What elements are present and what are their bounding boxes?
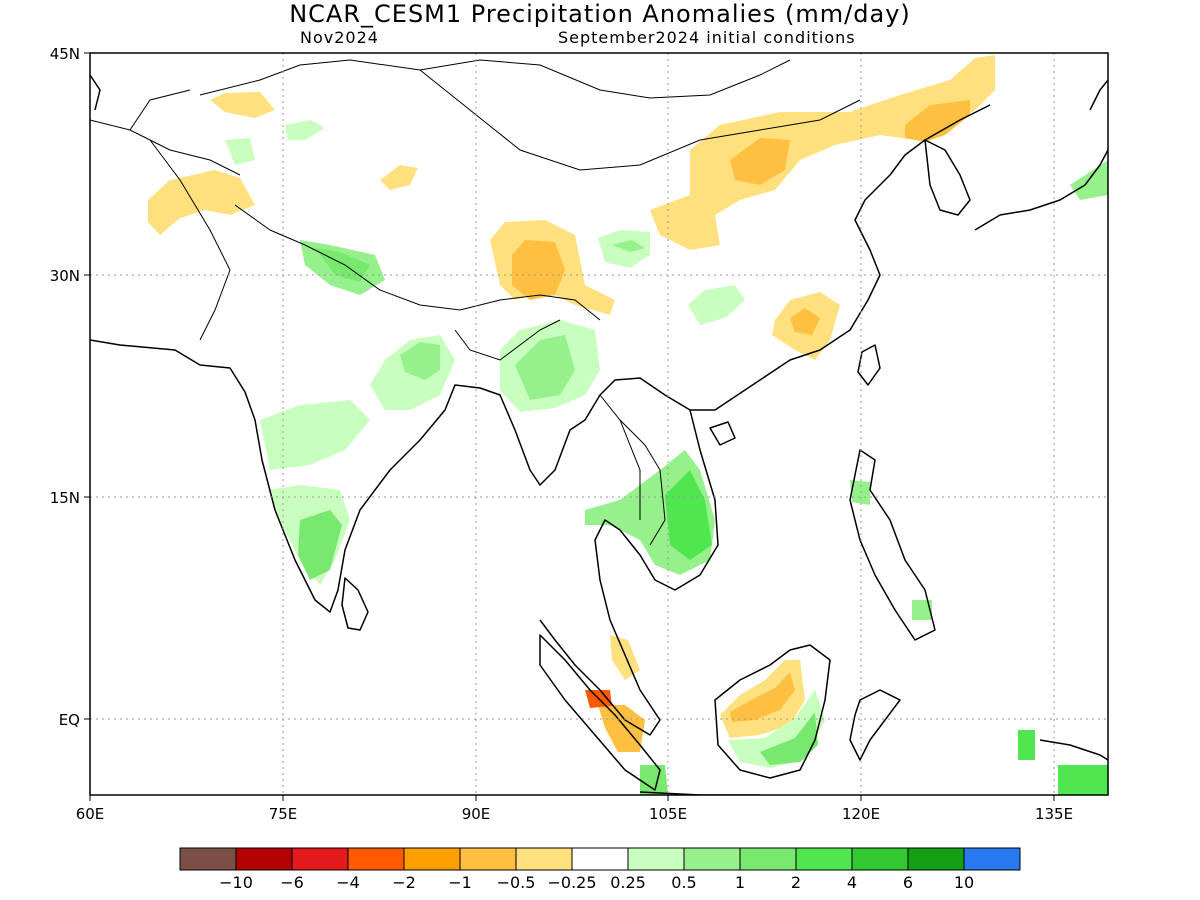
dry-anomaly-borneo-core (730, 672, 795, 722)
colorbar-label: 0.5 (671, 873, 696, 892)
wet-anomaly-myanmar-core (515, 335, 575, 400)
wet-anomaly-moluccas (1018, 730, 1035, 760)
lon-label-105e: 105E (649, 805, 687, 823)
india-myanmar-border (454, 319, 561, 361)
colorbar-swatch (907, 847, 965, 871)
wet-anomaly-newguinea (1058, 765, 1108, 795)
colorbar-swatch (683, 847, 741, 871)
colorbar-label: 0.25 (610, 873, 646, 892)
lat-label-45n: 45N (50, 45, 80, 63)
colorbar-label: −0.25 (547, 873, 596, 892)
colorbar-swatch (347, 847, 405, 871)
colorbar-swatch (515, 847, 573, 871)
pakistan-border (149, 139, 231, 341)
lon-label-120e: 120E (842, 805, 880, 823)
lon-label-135e: 135E (1035, 805, 1073, 823)
coastlines (90, 74, 1108, 795)
centralasia-borders (90, 89, 241, 176)
colorbar-label: 6 (903, 873, 913, 892)
colorbar-label: 1 (735, 873, 745, 892)
himalaya-border (234, 204, 601, 321)
wet-anomaly-philippines-east (912, 600, 932, 620)
colorbar: −10 −6 −4 −2 −1 −0.5 −0.25 0.25 0.5 1 2 4 6 10 (179, 847, 1021, 892)
china-mongolia-border (419, 69, 861, 171)
dry-anomaly-malaya (610, 635, 640, 680)
colorbar-swatch (459, 847, 517, 871)
caspian-coastline (90, 74, 101, 111)
wet-anomaly-java (640, 765, 668, 795)
china-north-border (199, 59, 791, 99)
srilanka-coastline (341, 577, 369, 631)
wet-anomaly-south-china-light (688, 285, 745, 325)
colorbar-swatch (851, 847, 909, 871)
tick-marks (84, 52, 1055, 801)
map-frame (89, 52, 1109, 796)
wet-anomaly-kazakh (285, 120, 325, 140)
wet-anomaly-indochina-core (665, 470, 712, 560)
lat-label-eq: EQ (59, 711, 80, 729)
colorbar-label: −6 (280, 873, 304, 892)
dry-anomaly-mongolia-west (380, 165, 418, 190)
wet-anomaly-borneo-south-core (760, 712, 818, 765)
colorbar-swatch (571, 847, 629, 871)
dry-anomaly-southchina-core (790, 308, 820, 335)
hainan-coastline (709, 421, 736, 446)
japan-north-coastline (1089, 79, 1108, 111)
dry-anomaly-sumatra (598, 705, 645, 752)
colorbar-swatch (179, 847, 237, 871)
lat-label-30n: 30N (50, 267, 80, 285)
wet-anomaly-pamir (225, 138, 255, 165)
japan-coastline (974, 149, 1108, 231)
indochina-coastline (539, 409, 719, 736)
dry-anomaly-northchina (650, 55, 995, 250)
dry-anomaly-tianshan (210, 92, 275, 118)
colorbar-label: −2 (392, 873, 416, 892)
anomaly-layer (90, 55, 1108, 795)
colorbar-swatch (739, 847, 797, 871)
wet-anomaly-south-india-core (298, 510, 342, 580)
lon-label-75e: 75E (269, 805, 298, 823)
colorbar-swatch (235, 847, 293, 871)
colorbar-label: −4 (336, 873, 360, 892)
taiwan-coastline (857, 344, 881, 386)
init-conditions-label: September2024 initial conditions (558, 28, 856, 47)
sulawesi-coastline (849, 689, 901, 761)
colorbar-label: −1 (448, 873, 472, 892)
dry-anomaly-tibet-core (512, 240, 565, 300)
dry-anomaly-afghanistan (148, 170, 255, 235)
colorbar-swatch (291, 847, 349, 871)
dry-anomaly-northchina-core (730, 138, 790, 185)
indochina-borders (599, 394, 666, 546)
korea-coastline (924, 139, 971, 216)
map-title: NCAR_CESM1 Precipitation Anomalies (mm/d… (289, 0, 911, 28)
colorbar-swatch (795, 847, 853, 871)
lon-label-60e: 60E (76, 805, 105, 823)
sumatra-coastline (539, 634, 661, 791)
wet-anomaly-central-india (260, 400, 370, 470)
wet-anomaly-ganges-core (400, 342, 440, 380)
lon-label-90e: 90E (462, 805, 491, 823)
valid-month-label: Nov2024 (300, 28, 379, 47)
colorbar-label: −10 (219, 873, 253, 892)
colorbar-label: 4 (847, 873, 857, 892)
colorbar-swatch (963, 847, 1021, 871)
india-coastline (90, 104, 991, 613)
colorbar-label: −0.5 (497, 873, 536, 892)
country-borders (90, 59, 861, 546)
colorbar-swatch (403, 847, 461, 871)
borneo-coastline (714, 644, 831, 779)
colorbar-label: 2 (791, 873, 801, 892)
graticule (90, 53, 1108, 795)
newguinea-coastline (1039, 739, 1108, 761)
dry-anomaly-korea (905, 100, 970, 142)
philippines-coastline (849, 449, 936, 641)
wet-anomaly-philippines (850, 480, 870, 505)
lat-label-15n: 15N (50, 489, 80, 507)
colorbar-label: 10 (954, 873, 974, 892)
colorbar-swatch (627, 847, 685, 871)
java-coastline (639, 791, 760, 795)
map-area (90, 53, 1108, 795)
wet-anomaly-sichuan-core (612, 240, 645, 252)
